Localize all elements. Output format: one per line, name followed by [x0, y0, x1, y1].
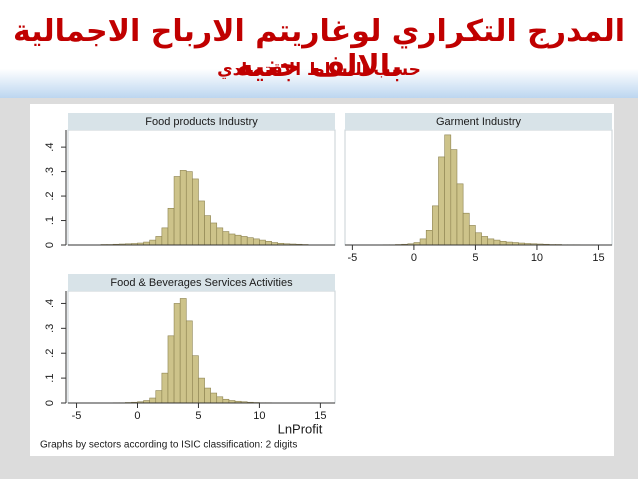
- bar: [161, 372, 169, 404]
- panel-title: Garment Industry: [436, 116, 521, 128]
- bar: [192, 355, 199, 404]
- x-tick-label: -5: [347, 252, 357, 264]
- panel-title-strip: [345, 113, 612, 130]
- bar: [253, 238, 260, 246]
- y-tick-label: .4: [44, 143, 56, 152]
- bar: [198, 200, 205, 246]
- note: Graphs by sectors according to ISIC clas…: [40, 440, 297, 451]
- bar: [192, 178, 199, 246]
- x-tick-label: 0: [134, 410, 140, 422]
- bar: [487, 238, 495, 246]
- bar: [198, 377, 205, 404]
- panel-title: Food products Industry: [145, 116, 258, 128]
- bar: [204, 387, 211, 404]
- bar: [444, 134, 452, 246]
- bar: [228, 233, 236, 246]
- y-tick-label: 0: [44, 242, 56, 248]
- bar: [167, 335, 175, 404]
- bar: [468, 225, 476, 246]
- x-tick-label: 5: [472, 252, 478, 264]
- x-tick-label: 0: [411, 252, 417, 264]
- bar: [161, 227, 169, 246]
- slide-title: المدرج التكراري لوغاريتم الارباح الاجمال…: [12, 14, 626, 84]
- bar: [240, 236, 248, 246]
- bar: [493, 239, 501, 246]
- bar: [456, 183, 464, 246]
- bar: [179, 170, 187, 246]
- x-tick-label: 10: [531, 252, 543, 264]
- y-tick-label: .3: [44, 324, 56, 333]
- x-axis-label: LnProfit: [278, 421, 323, 436]
- bar: [462, 212, 470, 246]
- bar: [185, 320, 193, 404]
- y-tick-label: 0: [44, 400, 56, 406]
- bar: [419, 238, 427, 246]
- bar: [155, 236, 163, 246]
- bar: [185, 171, 193, 246]
- bar: [246, 237, 254, 246]
- y-tick-label: .1: [44, 374, 56, 383]
- bar: [234, 234, 242, 246]
- bar: [173, 176, 181, 246]
- bar: [499, 241, 507, 246]
- bar: [155, 390, 163, 404]
- bar: [438, 156, 445, 246]
- x-tick-label: 5: [195, 410, 201, 422]
- y-tick-label: .3: [44, 167, 56, 176]
- y-tick-label: .2: [44, 191, 56, 200]
- bar: [450, 149, 458, 246]
- header: المدرج التكراري لوغاريتم الارباح الاجمال…: [0, 0, 638, 98]
- bar: [167, 207, 175, 246]
- y-tick-label: .1: [44, 216, 56, 225]
- slide-subtitle: حسب النشاط الاقتصادي: [217, 60, 421, 80]
- x-tick-label: 15: [314, 410, 326, 422]
- bar: [210, 392, 218, 404]
- y-tick-label: .2: [44, 349, 56, 358]
- panel-title-strip: [68, 274, 335, 291]
- bar: [259, 239, 266, 246]
- x-tick-label: 15: [592, 252, 604, 264]
- bar: [179, 298, 187, 404]
- bar: [173, 303, 181, 404]
- bar: [149, 239, 157, 246]
- bar: [222, 398, 230, 404]
- bar: [222, 231, 230, 246]
- bar: [204, 215, 211, 246]
- y-tick-label: .4: [44, 299, 56, 308]
- bar: [265, 241, 272, 246]
- bar: [425, 230, 433, 246]
- bar: [216, 227, 224, 246]
- panel-title: Food & Beverages Services Activities: [110, 277, 293, 289]
- bar: [149, 397, 157, 404]
- x-tick-label: -5: [72, 410, 82, 422]
- bar: [475, 232, 482, 246]
- panel-title-strip: [68, 113, 335, 130]
- bar: [432, 205, 439, 246]
- bar: [216, 396, 224, 404]
- x-tick-label: 10: [253, 410, 265, 422]
- plot-area: [344, 129, 613, 246]
- bar: [481, 236, 489, 246]
- bar: [210, 222, 218, 246]
